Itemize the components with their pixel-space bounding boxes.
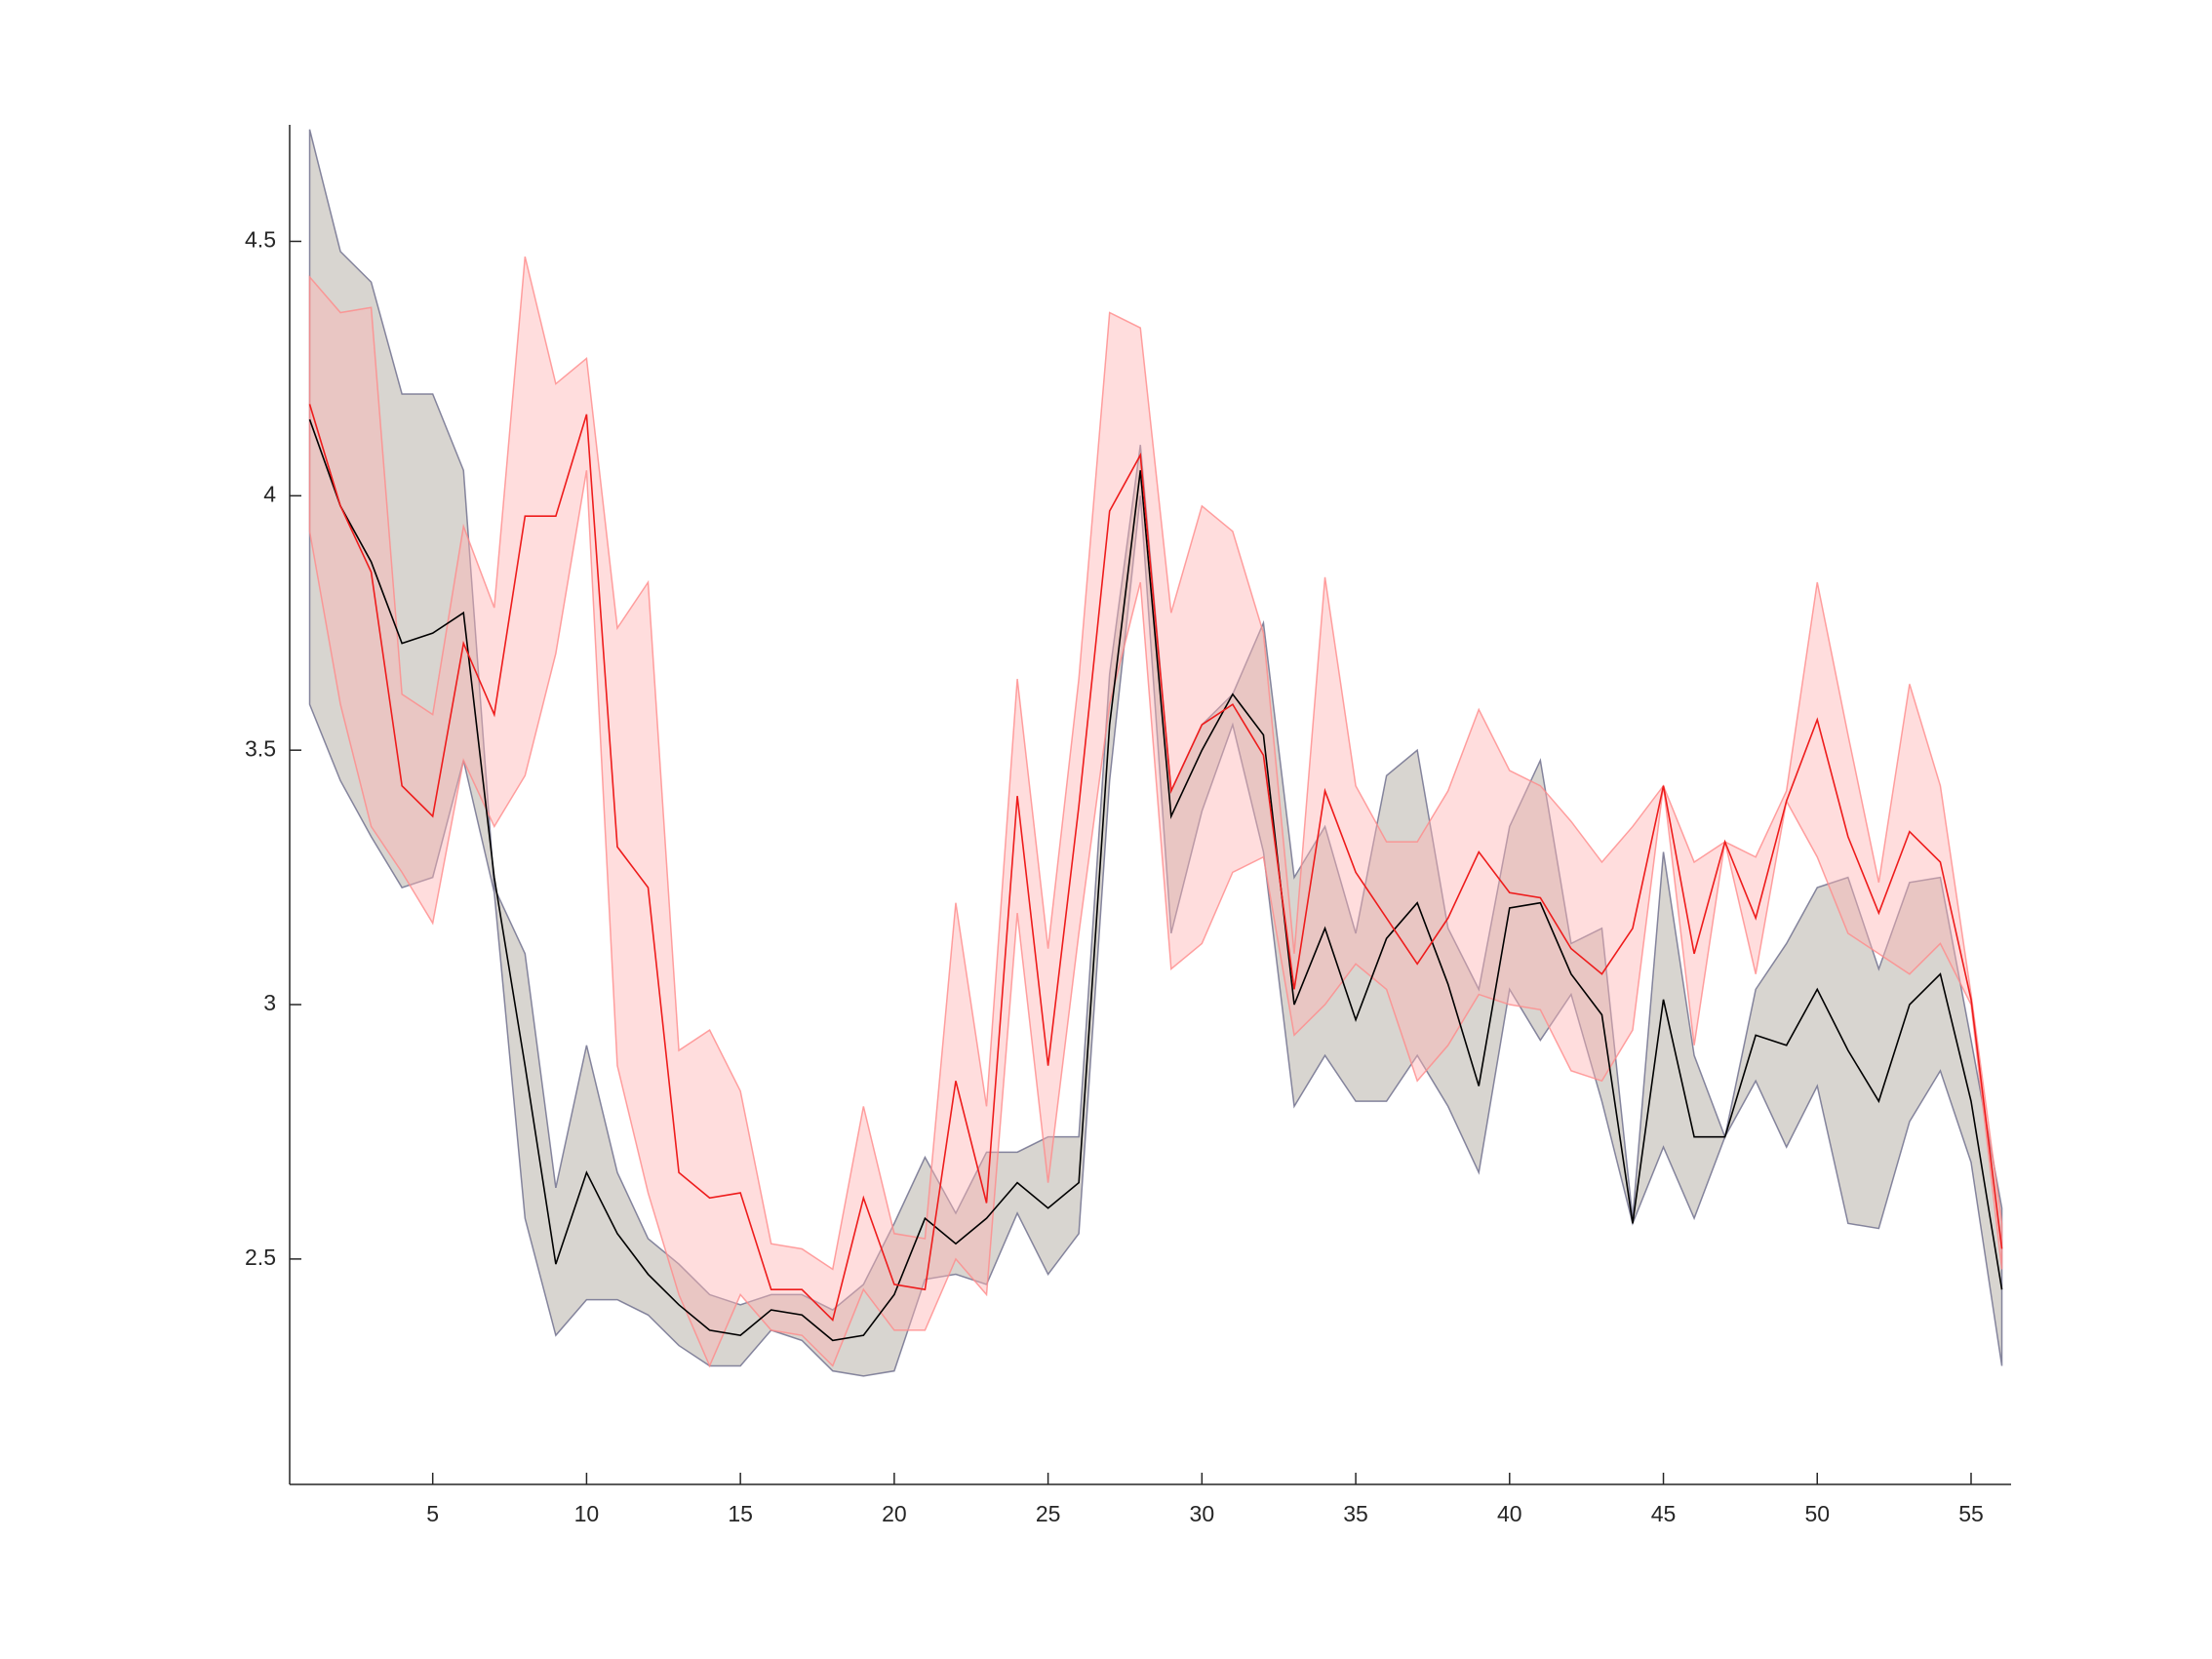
x-tick-label: 10 (574, 1501, 600, 1526)
x-tick-label: 40 (1497, 1501, 1522, 1526)
error-band (308, 129, 2003, 1377)
x-tick-label: 35 (1343, 1501, 1368, 1526)
x-tick-label: 55 (1958, 1501, 1984, 1526)
x-tick-label: 25 (1036, 1501, 1061, 1526)
x-tick-label: 45 (1651, 1501, 1677, 1526)
mean-line (308, 418, 2003, 1342)
mean-line (308, 404, 2003, 1323)
x-tick-label: 15 (728, 1501, 753, 1526)
x-tick-label: 30 (1190, 1501, 1215, 1526)
y-tick-label: 3.5 (245, 735, 276, 761)
y-tick-label: 3 (263, 990, 276, 1015)
x-tick-label: 20 (882, 1501, 907, 1526)
y-tick-label: 4 (263, 481, 276, 506)
y-tick-label: 4.5 (245, 227, 276, 253)
x-tick-label: 50 (1804, 1501, 1830, 1526)
y-tick-label: 2.5 (245, 1244, 276, 1270)
error-band (308, 256, 2003, 1368)
x-tick-label: 5 (426, 1501, 439, 1526)
